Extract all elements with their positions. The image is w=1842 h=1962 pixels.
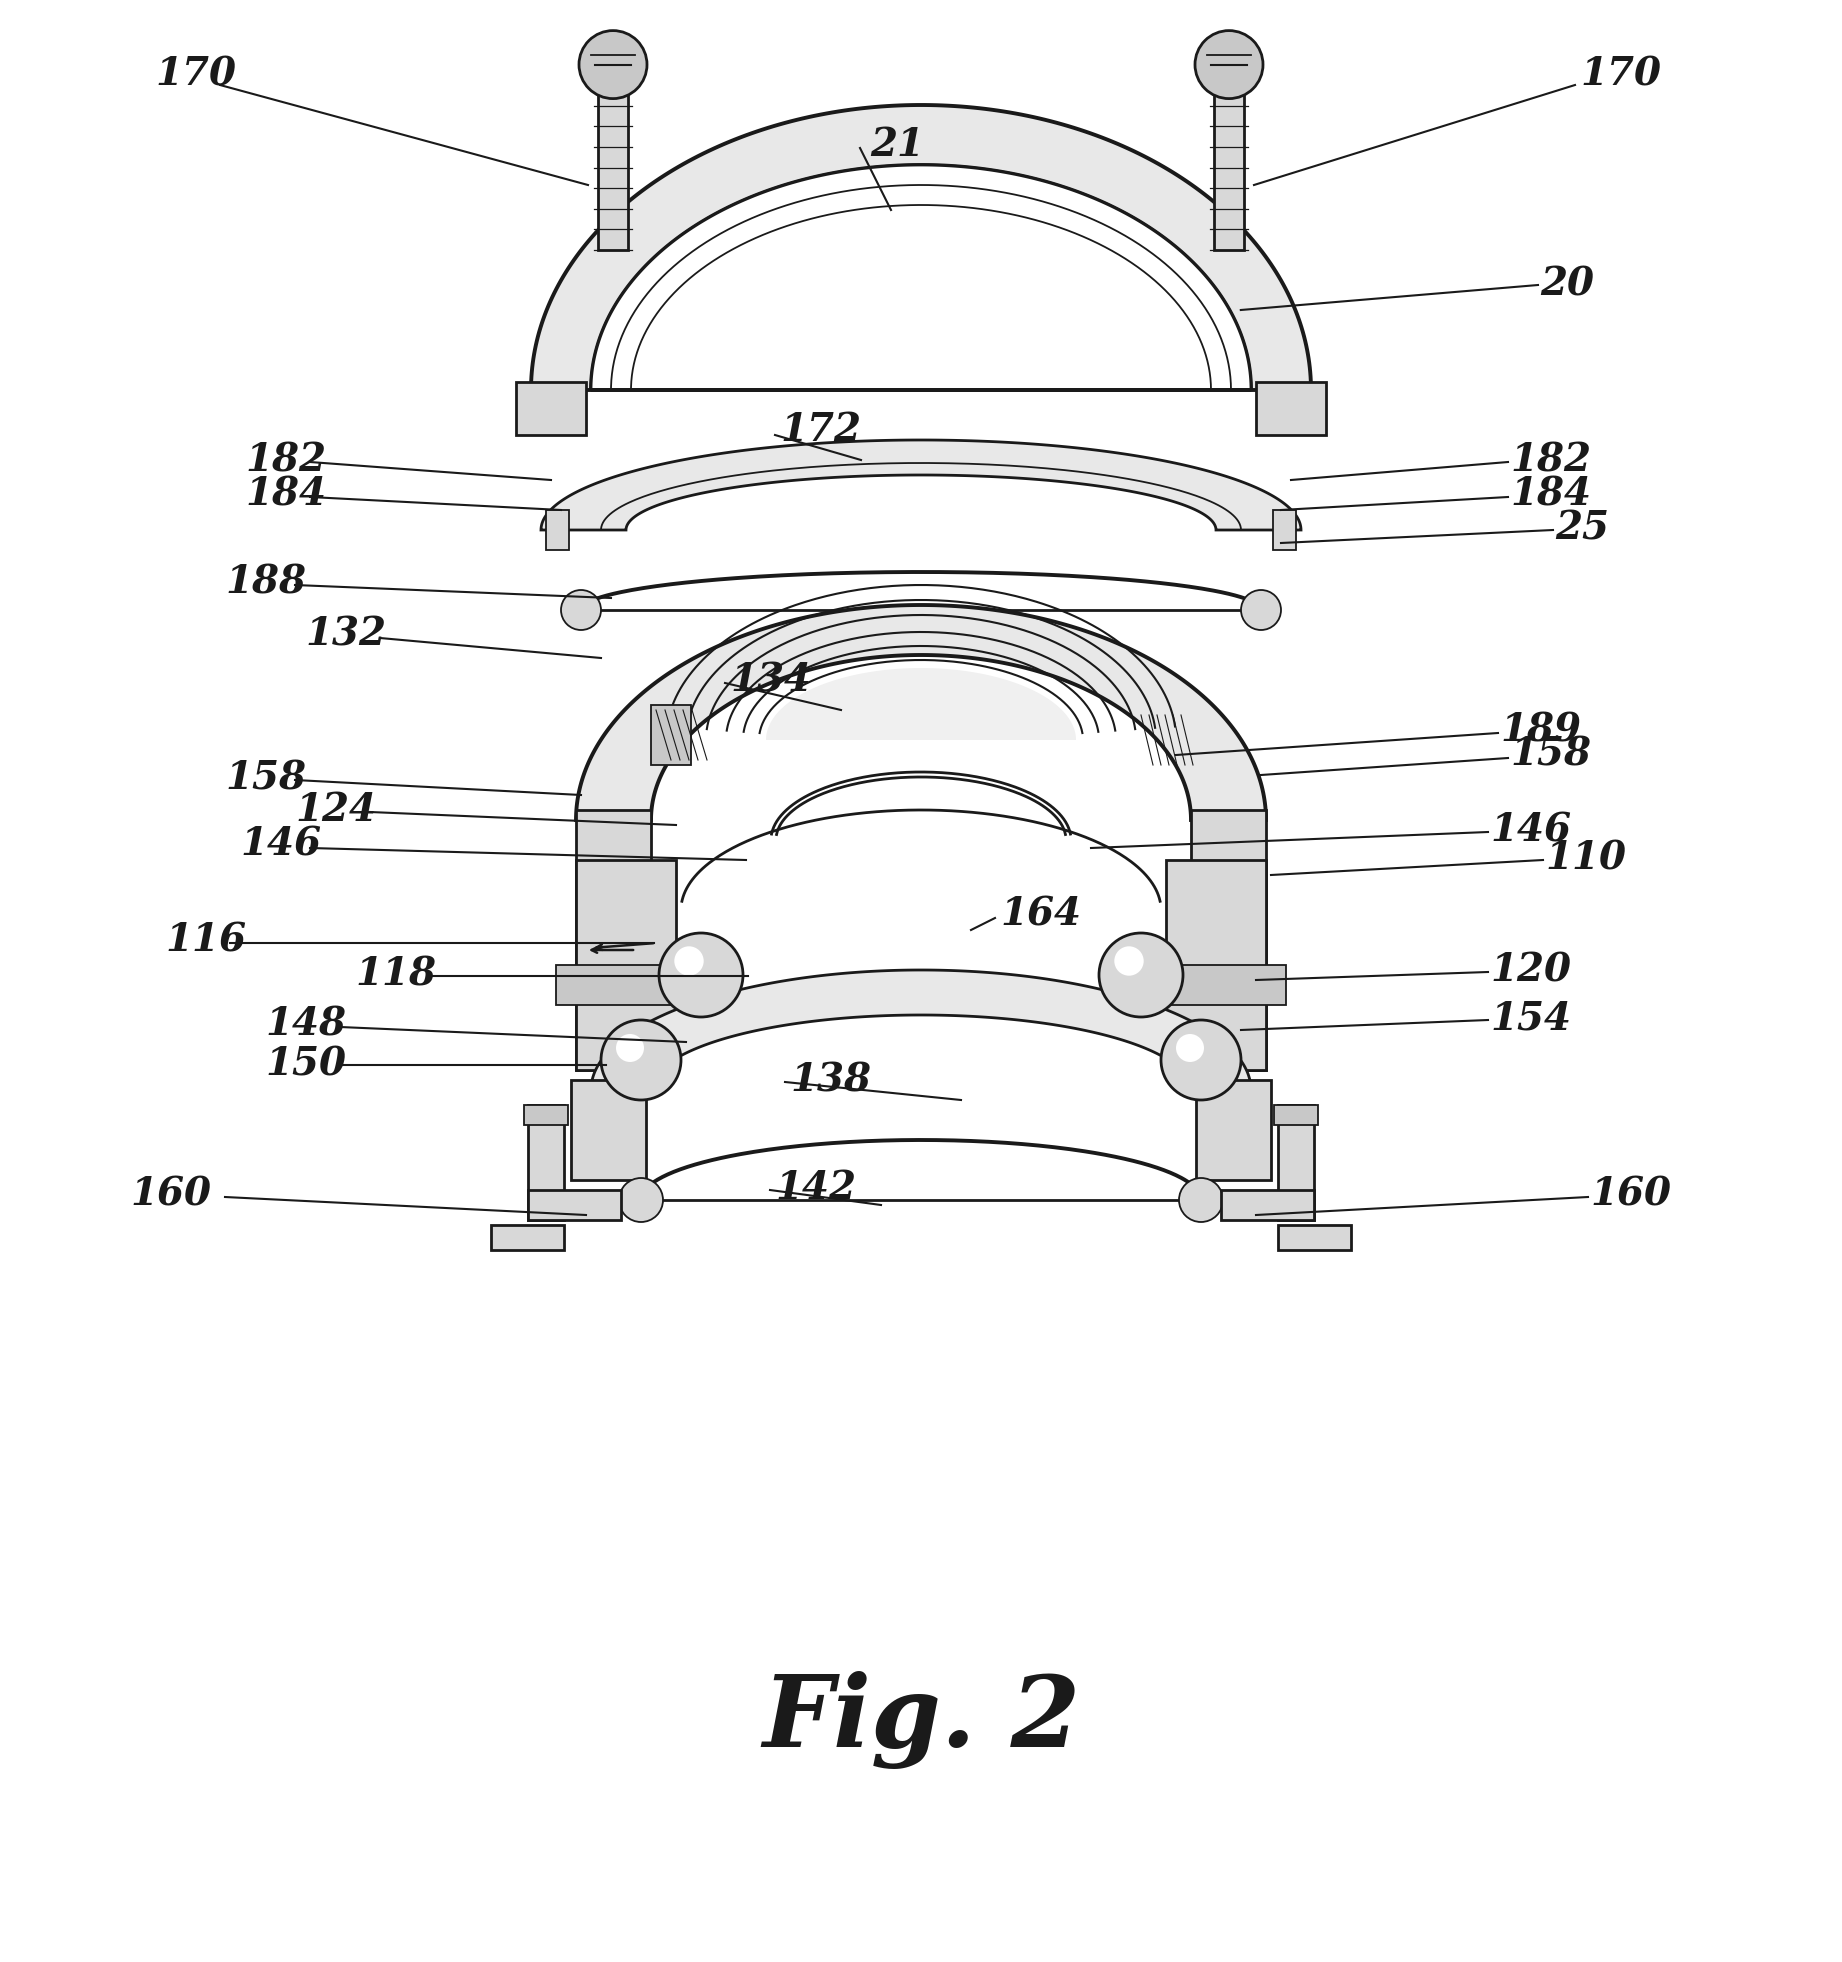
Text: 158: 158 — [225, 759, 306, 797]
Text: 158: 158 — [1510, 736, 1591, 773]
Circle shape — [1100, 934, 1183, 1016]
Polygon shape — [577, 604, 1265, 820]
Text: Fig. 2: Fig. 2 — [763, 1672, 1079, 1770]
Text: 132: 132 — [306, 616, 387, 653]
Text: 110: 110 — [1545, 840, 1626, 877]
Polygon shape — [1166, 965, 1286, 1005]
Text: 118: 118 — [356, 955, 437, 993]
Text: 120: 120 — [1490, 952, 1571, 989]
Polygon shape — [516, 383, 586, 436]
Polygon shape — [1195, 1079, 1271, 1179]
Polygon shape — [556, 965, 676, 1005]
Polygon shape — [591, 165, 1251, 390]
Text: 150: 150 — [265, 1046, 346, 1083]
Text: 160: 160 — [131, 1175, 212, 1214]
Polygon shape — [1273, 510, 1297, 549]
Circle shape — [1175, 1034, 1205, 1061]
Text: 184: 184 — [1510, 477, 1591, 514]
Polygon shape — [599, 84, 628, 249]
Polygon shape — [1166, 859, 1265, 1069]
Text: 134: 134 — [729, 661, 810, 698]
Text: 25: 25 — [1555, 508, 1610, 547]
Circle shape — [1114, 946, 1144, 975]
Circle shape — [1160, 1020, 1242, 1101]
Text: 160: 160 — [1590, 1175, 1671, 1214]
Polygon shape — [1278, 1105, 1313, 1220]
Circle shape — [659, 934, 742, 1016]
Circle shape — [1179, 1177, 1223, 1222]
Circle shape — [578, 31, 647, 98]
Circle shape — [600, 1020, 682, 1101]
Text: 146: 146 — [1490, 810, 1571, 850]
Polygon shape — [1256, 383, 1326, 436]
Circle shape — [562, 591, 600, 630]
Polygon shape — [1275, 1105, 1319, 1124]
Text: 164: 164 — [1000, 897, 1081, 934]
Polygon shape — [542, 439, 1300, 530]
Circle shape — [615, 1034, 645, 1061]
Text: 148: 148 — [265, 1007, 346, 1044]
Polygon shape — [530, 106, 1312, 390]
Text: 142: 142 — [775, 1169, 857, 1207]
Text: 154: 154 — [1490, 999, 1571, 1038]
Text: 188: 188 — [225, 563, 306, 600]
Polygon shape — [523, 1105, 567, 1124]
Text: 182: 182 — [245, 441, 326, 479]
Polygon shape — [1192, 810, 1265, 1069]
Circle shape — [1242, 591, 1280, 630]
Polygon shape — [571, 1079, 647, 1179]
Text: 189: 189 — [1499, 710, 1580, 749]
Polygon shape — [545, 510, 569, 549]
Polygon shape — [1278, 1224, 1350, 1250]
Text: 182: 182 — [1510, 441, 1591, 479]
Polygon shape — [529, 1191, 621, 1220]
Circle shape — [619, 1177, 663, 1222]
Text: 184: 184 — [245, 477, 326, 514]
Polygon shape — [1214, 84, 1243, 249]
Text: 20: 20 — [1540, 267, 1593, 304]
Polygon shape — [492, 1224, 564, 1250]
Polygon shape — [577, 859, 676, 1069]
Text: 170: 170 — [155, 57, 236, 94]
Text: 172: 172 — [779, 410, 860, 449]
Text: 124: 124 — [295, 791, 376, 830]
Circle shape — [1195, 31, 1264, 98]
Polygon shape — [529, 1105, 564, 1220]
Text: 21: 21 — [869, 126, 925, 165]
Polygon shape — [650, 704, 691, 765]
Circle shape — [674, 946, 704, 975]
Text: 170: 170 — [1580, 57, 1661, 94]
Polygon shape — [1221, 1191, 1313, 1220]
Text: 138: 138 — [790, 1061, 871, 1099]
Polygon shape — [766, 667, 1076, 740]
Polygon shape — [591, 969, 1251, 1091]
Text: 116: 116 — [166, 920, 247, 959]
Text: 146: 146 — [239, 826, 321, 863]
Polygon shape — [577, 810, 650, 1069]
